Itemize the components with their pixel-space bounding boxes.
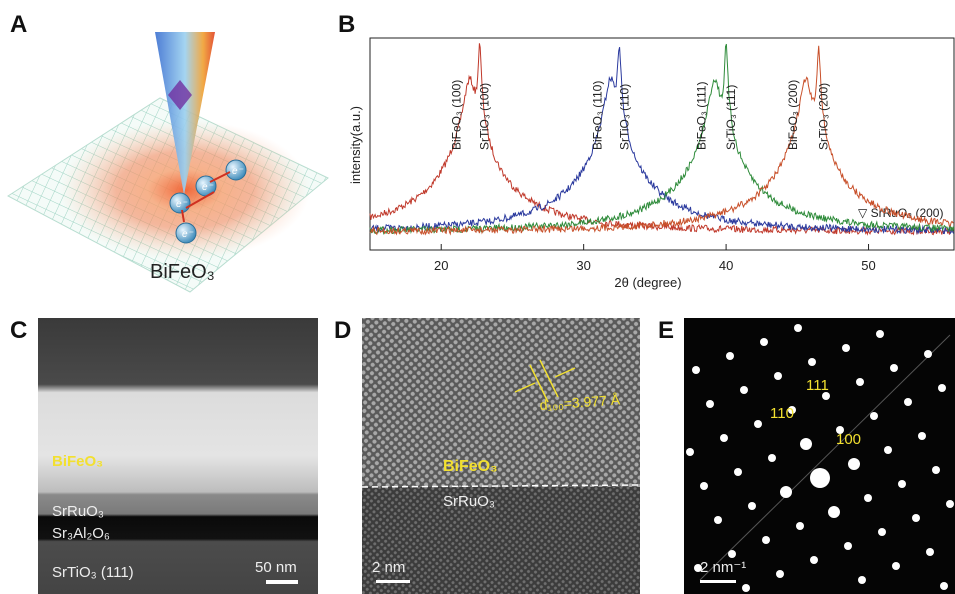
peak-label: SrTiO₃ (100) <box>478 83 492 150</box>
panel-d: D d₁₀₀=3.977 Å BiFeO₃ SrRuO₃ 2 nm <box>334 317 640 594</box>
panel-b: B intensity(a.u.) 2θ (degree) ▽ SrRuO₃ (… <box>338 11 954 290</box>
diffraction-spot <box>686 448 694 456</box>
diffraction-spot <box>740 386 748 394</box>
diffraction-spot <box>728 550 736 558</box>
diffraction-spot <box>856 378 864 386</box>
diffraction-spot <box>808 358 816 366</box>
peak-label: BiFeO₃ (200) <box>786 80 800 150</box>
peak-label: SrTiO₃ (111) <box>724 85 738 150</box>
diffraction-spot <box>754 420 762 428</box>
diffraction-spot <box>946 500 954 508</box>
panel-a: A e⁻ e⁻ e⁻ e⁻ BiFeO₃ <box>8 11 328 292</box>
x-tick-label: 30 <box>576 258 590 273</box>
diffraction-spot <box>890 364 898 372</box>
diffraction-spot <box>768 454 776 462</box>
panel-label: E <box>658 317 674 344</box>
diffraction-spot <box>706 400 714 408</box>
scale-bar <box>376 580 410 583</box>
peak-label: BiFeO₃ (110) <box>591 81 605 150</box>
x-axis-label: 2θ (degree) <box>614 275 681 290</box>
x-tick-label: 40 <box>719 258 733 273</box>
peak-label: BiFeO₃ (100) <box>450 80 464 150</box>
material-label: BiFeO₃ <box>150 261 215 283</box>
diffraction-spot <box>748 502 756 510</box>
diffraction-spot <box>742 584 750 592</box>
diffraction-spot <box>898 480 906 488</box>
diffraction-spot <box>926 548 934 556</box>
diffraction-spot <box>776 570 784 578</box>
peak-label: BiFeO₃ (111) <box>695 82 709 150</box>
layer-label: BiFeO₃ <box>52 453 103 470</box>
diffraction-spot <box>870 412 878 420</box>
substrate-label: SrRuO₃ <box>443 493 495 510</box>
diffraction-spot <box>892 562 900 570</box>
film-label: BiFeO₃ <box>443 458 498 475</box>
scale-bar <box>266 580 298 584</box>
panel-c: C BiFeO₃ SrRuO₃ Sr₃Al₂O₆ SrTiO₃ (111) 50… <box>10 317 318 594</box>
diffraction-image <box>684 318 955 594</box>
diffraction-spot <box>904 398 912 406</box>
peak-label: SrTiO₃ (200) <box>817 83 831 150</box>
diffraction-spot <box>780 486 792 498</box>
layer-label: SrRuO₃ <box>52 503 104 520</box>
scale-label: 50 nm <box>255 559 297 576</box>
diffraction-spot <box>800 438 812 450</box>
diffraction-spot <box>810 556 818 564</box>
panel-label: D <box>334 317 351 344</box>
scale-bar <box>700 580 736 583</box>
diffraction-spot <box>848 458 860 470</box>
panel-label: A <box>10 11 27 38</box>
diffraction-spot <box>858 576 866 584</box>
diffraction-spot <box>924 350 932 358</box>
layer-label: Sr₃Al₂O₆ <box>52 525 110 542</box>
diffraction-spot <box>842 344 850 352</box>
diffraction-spot <box>762 536 770 544</box>
diffraction-spot <box>692 366 700 374</box>
diffraction-spot <box>940 582 948 590</box>
diffraction-spot <box>810 468 830 488</box>
hrtem-substrate <box>362 487 640 594</box>
diffraction-spot <box>876 330 884 338</box>
electron-label: e⁻ <box>202 182 214 193</box>
diffraction-spot <box>734 468 742 476</box>
panel-label: C <box>10 317 27 344</box>
spot-label: 100 <box>836 431 861 448</box>
electron-label: e⁻ <box>232 166 244 177</box>
layer-label: SrTiO₃ (111) <box>52 564 134 581</box>
panel-e: E 111 110 100 2 nm⁻¹ <box>658 317 955 594</box>
y-axis-label: intensity(a.u.) <box>348 106 363 184</box>
diffraction-spot <box>912 514 920 522</box>
diffraction-spot <box>828 506 840 518</box>
electron-label: e⁻ <box>182 229 194 240</box>
diffraction-spot <box>844 542 852 550</box>
spot-label: 111 <box>806 377 829 394</box>
diffraction-spot <box>726 352 734 360</box>
spot-label: 110 <box>770 405 794 422</box>
diffraction-spot <box>938 384 946 392</box>
diffraction-spot <box>864 494 872 502</box>
electron-label: e⁻ <box>176 199 188 210</box>
scale-label: 2 nm <box>372 559 405 576</box>
peak-label: SrTiO₃ (110) <box>617 84 631 150</box>
diffraction-spot <box>774 372 782 380</box>
diffraction-spot <box>760 338 768 346</box>
legend: ▽ SrRuO₃ (200) <box>858 206 943 220</box>
x-tick-label: 20 <box>434 258 448 273</box>
diffraction-spot <box>794 324 802 332</box>
diffraction-spot <box>796 522 804 530</box>
diffraction-spot <box>884 446 892 454</box>
diffraction-spot <box>932 466 940 474</box>
diffraction-spot <box>714 516 722 524</box>
diffraction-spot <box>878 528 886 536</box>
x-tick-label: 50 <box>861 258 875 273</box>
scale-label: 2 nm⁻¹ <box>700 559 746 576</box>
diffraction-spot <box>720 434 728 442</box>
diffraction-spot <box>918 432 926 440</box>
figure: A e⁻ e⁻ e⁻ e⁻ BiFeO₃ B intensity(a.u.) 2θ (… <box>0 0 955 594</box>
panel-label: B <box>338 11 355 38</box>
diffraction-spot <box>700 482 708 490</box>
